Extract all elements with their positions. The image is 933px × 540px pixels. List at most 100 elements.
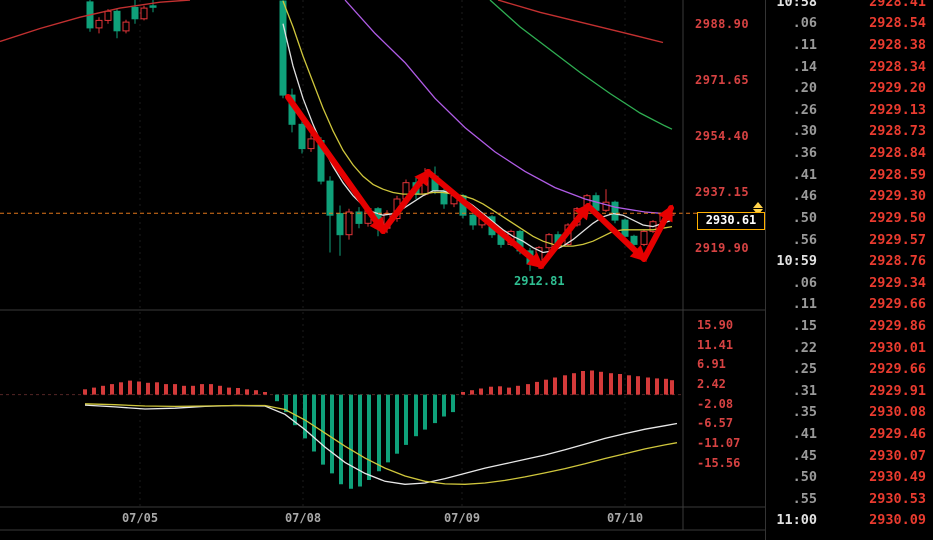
candle-body [611,201,619,221]
quote-price: 2929.66 [869,296,926,313]
quote-time: .26 [792,101,817,118]
quote-price: 2928.84 [869,145,926,162]
quote-time: .20 [792,80,817,97]
candle-body [279,0,287,96]
candle-body [122,21,130,32]
macd-axis-label: 11.41 [697,338,734,352]
quote-time: .11 [792,37,817,54]
price-axis-label: 2954.40 [695,129,750,143]
quote-row: .35 2930.08 [766,402,933,424]
candle-body [545,234,553,249]
quote-row: .41 2929.46 [766,423,933,445]
quote-row: .30 2928.73 [766,121,933,143]
macd-axis-label: 2.42 [697,377,726,391]
quote-time: .25 [792,361,817,378]
quote-price: 2929.57 [869,231,926,248]
candle-body [104,10,112,21]
quote-price: 2928.34 [869,58,926,75]
quote-price: 2928.41 [869,0,926,10]
quote-row: 10:58 2928.41 [766,0,933,13]
quote-time: .36 [792,145,817,162]
quote-price: 2930.09 [869,512,926,529]
candle-body [469,214,477,226]
candle-body [602,201,610,211]
quote-row: .25 2929.66 [766,358,933,380]
quote-row: .11 2928.38 [766,34,933,56]
candlestick-macd-chart[interactable] [0,0,765,540]
quote-row: .06 2929.34 [766,272,933,294]
quote-time: .15 [792,317,817,334]
ma-long-green [489,0,673,130]
quote-row: .45 2930.07 [766,445,933,467]
session-low-label: 2912.81 [514,274,565,288]
quote-price: 2928.54 [869,15,926,32]
macd-axis-label: -2.08 [697,397,734,411]
price-axis-label: 2919.90 [695,241,750,255]
candle-body [355,211,363,224]
quote-price: 2929.50 [869,209,926,226]
price-axis-label: 2988.90 [695,17,750,31]
trend-arrow [380,168,431,234]
ma-longest-red-left [0,0,191,43]
candle-body [95,19,103,29]
trend-arrow [585,203,647,262]
quote-time: .11 [792,296,817,313]
quote-row: 10:59 2928.76 [766,250,933,272]
quote-row: .36 2928.84 [766,142,933,164]
quote-row: .11 2929.66 [766,294,933,316]
quote-row: .50 2930.49 [766,466,933,488]
quote-price: 2928.38 [869,37,926,54]
candle-body [113,10,121,32]
quote-price: 2929.30 [869,188,926,205]
quote-price: 2929.91 [869,382,926,399]
ma-longest-red-right [497,0,664,44]
quote-row: .06 2928.54 [766,13,933,35]
quote-price: 2929.13 [869,101,926,118]
quote-time: .06 [792,15,817,32]
macd-line-dea-yellow [84,403,678,485]
time-sales-panel[interactable]: 10:58 2928.41 .06 2928.54 .11 2928.38 .14 2928.… [765,0,933,540]
quote-row: .46 2929.30 [766,185,933,207]
quote-row: 11:00 2930.09 [766,510,933,532]
quote-price: 2930.53 [869,490,926,507]
quote-time: .22 [792,339,817,356]
quote-time: .45 [792,447,817,464]
candle-body [640,230,648,245]
candle-body [621,219,629,237]
candle-body [298,123,306,150]
time-axis-label: 07/05 [121,511,159,525]
candle-body [140,7,148,20]
quote-time: .55 [792,490,817,507]
candle-body [131,6,139,20]
time-axis-label: 07/10 [606,511,644,525]
quote-price: 2928.76 [869,253,926,270]
quote-price: 2929.66 [869,361,926,378]
quote-price: 2929.46 [869,425,926,442]
quote-time: .35 [792,404,817,421]
price-axis-label: 2937.15 [695,185,750,199]
time-axis-label: 07/09 [443,511,481,525]
quote-time: .14 [792,58,817,75]
candle-body [307,138,315,150]
quote-row: .50 2929.50 [766,207,933,229]
candle-body [326,180,334,216]
candle-body [149,5,157,8]
quote-row: .55 2930.53 [766,488,933,510]
candle-body [336,213,344,236]
quote-row: .41 2928.59 [766,164,933,186]
price-axis-label: 2971.65 [695,73,750,87]
candle-body [345,211,353,236]
ma-mid-magenta [344,0,673,215]
macd-axis-label: -6.57 [697,416,734,430]
quote-price: 2930.49 [869,469,926,486]
chart-region: 2988.90 2971.65 2954.40 2937.15 2919.90 … [0,0,765,540]
quote-time: .41 [792,166,817,183]
quote-row: .56 2929.57 [766,229,933,251]
quote-time: .30 [792,123,817,140]
quote-price: 2930.07 [869,447,926,464]
trend-arrow [425,169,545,269]
quote-row: .31 2929.91 [766,380,933,402]
ma-slow-yellow [282,0,673,247]
quote-time: .31 [792,382,817,399]
